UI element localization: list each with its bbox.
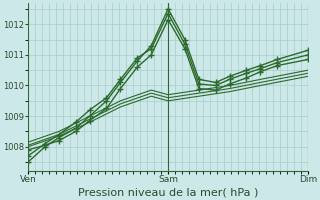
- X-axis label: Pression niveau de la mer( hPa ): Pression niveau de la mer( hPa ): [78, 187, 258, 197]
